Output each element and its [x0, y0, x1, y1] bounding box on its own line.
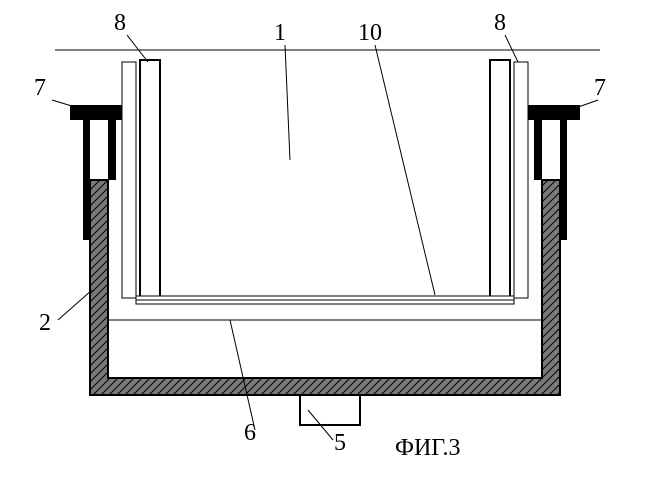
label-l7a: 7 — [34, 75, 46, 101]
clamp-7-right-strip — [534, 105, 542, 180]
diagram-svg: 1 10 8 8 7 7 2 6 5 ФИГ.3 — [0, 0, 655, 500]
figure-caption: ФИГ.3 — [395, 435, 460, 461]
label-l1: 1 — [274, 20, 286, 46]
inner-rod-left — [122, 62, 136, 298]
leader-l8a — [127, 35, 148, 62]
clamp-7-left-bar — [70, 105, 128, 120]
left-outer-bridge — [83, 105, 90, 240]
label-l5: 5 — [334, 430, 346, 456]
label-l7b: 7 — [594, 75, 606, 101]
clamp-7-left-strip — [108, 105, 116, 180]
label-l8a: 8 — [114, 10, 126, 36]
tube-8-right — [490, 60, 510, 300]
right-outer-bridge — [560, 105, 567, 240]
leader-l10 — [375, 45, 435, 295]
figure-container: 1 10 8 8 7 7 2 6 5 ФИГ.3 — [0, 0, 655, 500]
leader-l2 — [58, 290, 92, 320]
diagram-shapes — [55, 50, 600, 425]
tube-8-left — [140, 60, 160, 300]
inner-rod-right — [514, 62, 528, 298]
leader-l6 — [230, 320, 255, 430]
leader-l1 — [285, 45, 290, 160]
label-l10: 10 — [358, 20, 382, 46]
clamp-7-right-bar — [522, 105, 580, 120]
outlet-5 — [300, 395, 360, 425]
leader-l8b — [505, 35, 518, 62]
label-l2: 2 — [39, 310, 51, 336]
label-l6: 6 — [244, 420, 256, 446]
label-l8b: 8 — [494, 10, 506, 36]
